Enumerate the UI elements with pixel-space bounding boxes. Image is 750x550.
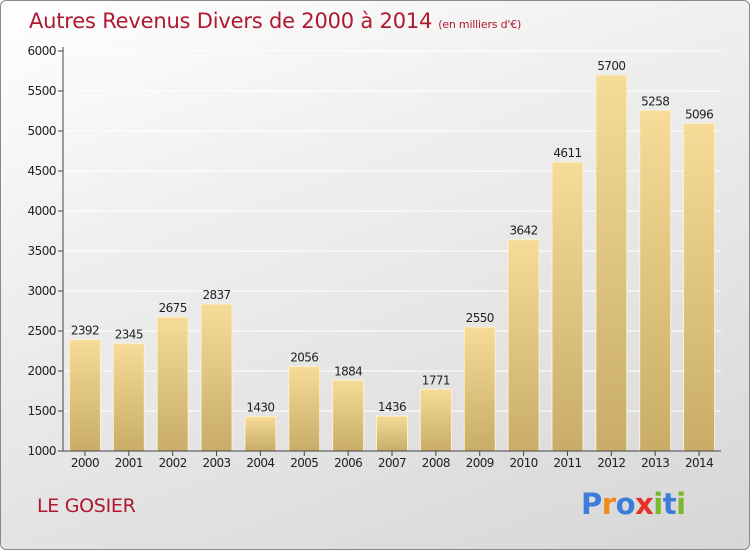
brand-letter: i bbox=[676, 487, 686, 521]
bar bbox=[244, 416, 277, 452]
bar bbox=[639, 109, 672, 452]
bar-value-label: 1430 bbox=[246, 401, 274, 415]
bar bbox=[683, 122, 716, 452]
bar-value-label: 5096 bbox=[685, 107, 713, 121]
y-tick-label: 4000 bbox=[27, 204, 56, 218]
bar-value-label: 2392 bbox=[71, 324, 99, 338]
bar-value-label: 2550 bbox=[466, 311, 494, 325]
x-tick-label: 2014 bbox=[685, 456, 713, 470]
brand-letter: x bbox=[635, 487, 654, 521]
axes bbox=[58, 47, 721, 456]
y-tick-label: 1500 bbox=[27, 404, 56, 418]
x-tick-label: 2004 bbox=[246, 456, 274, 470]
bar-value-label: 5258 bbox=[641, 94, 669, 108]
y-tick-label: 6000 bbox=[27, 44, 56, 58]
y-tick-label: 5500 bbox=[27, 84, 56, 98]
y-tick-label: 2500 bbox=[27, 324, 56, 338]
x-tick-label: 2010 bbox=[510, 456, 538, 470]
bar bbox=[376, 415, 408, 452]
labels: 1000 1500 2000 2500 3000 3500 4000 4500 5000 5500… bbox=[27, 44, 713, 470]
bar-value-label: 1436 bbox=[378, 400, 406, 414]
x-tick-label: 2008 bbox=[422, 456, 450, 470]
bar bbox=[551, 161, 584, 452]
chart-title: Autres Revenus Divers de 2000 à 2014 (en … bbox=[29, 9, 521, 33]
bar bbox=[595, 74, 628, 452]
bar bbox=[68, 339, 101, 452]
x-tick-label: 2009 bbox=[466, 456, 494, 470]
y-tick-label: 3500 bbox=[27, 244, 56, 258]
y-tick-label: 3000 bbox=[27, 284, 56, 298]
brand-letter: r bbox=[601, 487, 616, 521]
x-tick-label: 2013 bbox=[641, 456, 669, 470]
brand-letter: i bbox=[653, 487, 663, 521]
x-tick-label: 2005 bbox=[290, 456, 318, 470]
bar-value-label: 2056 bbox=[290, 351, 318, 365]
bars bbox=[68, 74, 716, 452]
x-tick-label: 2006 bbox=[334, 456, 362, 470]
bar bbox=[112, 342, 145, 452]
brand-letter: P bbox=[581, 487, 602, 521]
x-tick-label: 2012 bbox=[597, 456, 625, 470]
x-tick-label: 2007 bbox=[378, 456, 406, 470]
location-label: LE GOSIER bbox=[37, 495, 136, 517]
brand-letter: o bbox=[615, 487, 636, 521]
bar-value-label: 1771 bbox=[422, 373, 450, 387]
bar bbox=[507, 239, 540, 452]
y-tick-label: 1000 bbox=[27, 444, 56, 458]
x-tick-label: 2002 bbox=[159, 456, 187, 470]
bar-value-label: 4611 bbox=[553, 146, 581, 160]
bar bbox=[200, 303, 233, 452]
bar bbox=[156, 316, 189, 452]
bar-value-label: 2345 bbox=[115, 327, 143, 341]
bar bbox=[332, 379, 365, 452]
x-tick-label: 2011 bbox=[553, 456, 581, 470]
bar bbox=[419, 388, 452, 452]
bar bbox=[288, 366, 321, 452]
brand-logo: Proxiti bbox=[581, 487, 686, 521]
bar-value-label: 2837 bbox=[202, 288, 230, 302]
bar bbox=[463, 326, 496, 452]
title-text: Autres Revenus Divers de 2000 à 2014 bbox=[29, 9, 433, 33]
x-tick-label: 2003 bbox=[202, 456, 230, 470]
bar-value-label: 1884 bbox=[334, 364, 362, 378]
y-tick-label: 5000 bbox=[27, 124, 56, 138]
y-tick-label: 4500 bbox=[27, 164, 56, 178]
bar-value-label: 3642 bbox=[510, 224, 538, 238]
bar-value-label: 2675 bbox=[159, 301, 187, 315]
bar-value-label: 5700 bbox=[597, 59, 625, 73]
brand-letter: t bbox=[662, 487, 677, 521]
x-tick-label: 2001 bbox=[115, 456, 143, 470]
y-tick-label: 2000 bbox=[27, 364, 56, 378]
x-tick-label: 2000 bbox=[71, 456, 99, 470]
title-unit: (en milliers d'€) bbox=[438, 18, 522, 31]
